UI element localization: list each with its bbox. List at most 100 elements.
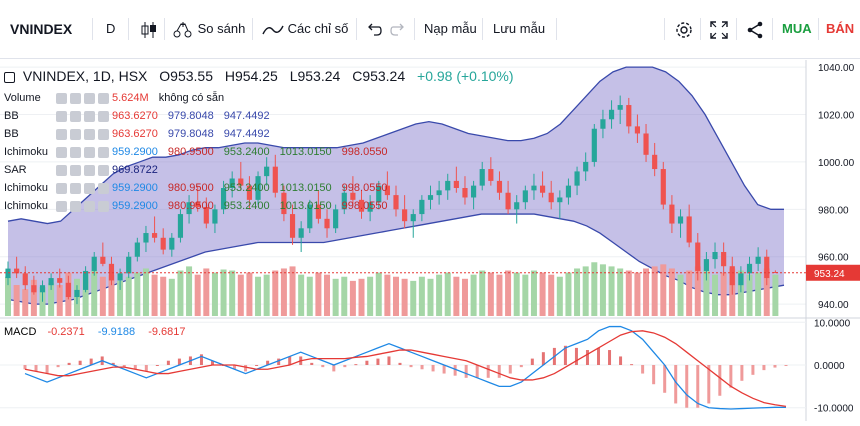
settings-icon[interactable] <box>70 182 81 194</box>
volume-bar <box>117 280 124 316</box>
settings-icon[interactable] <box>70 146 81 158</box>
close-icon[interactable] <box>84 110 95 122</box>
candle-body <box>117 273 123 281</box>
eye-icon[interactable] <box>56 128 67 140</box>
macd-histogram-bar <box>597 347 601 365</box>
close-icon[interactable] <box>84 200 95 212</box>
close-icon[interactable] <box>84 182 95 194</box>
settings-icon[interactable] <box>70 92 81 104</box>
candle-body <box>445 180 451 191</box>
volume-bar <box>660 264 667 316</box>
macd-histogram-bar <box>718 365 722 396</box>
redo-icon[interactable] <box>390 0 406 58</box>
settings-icon[interactable] <box>70 200 81 212</box>
more-icon[interactable] <box>98 110 109 122</box>
undo-icon[interactable] <box>366 0 382 58</box>
symbol-search[interactable]: VNINDEX <box>10 21 73 37</box>
macd-histogram-bar <box>442 365 446 374</box>
candle-body <box>626 105 632 127</box>
candle-body <box>548 192 554 203</box>
close-icon[interactable] <box>84 92 95 104</box>
volume-bar <box>203 268 210 316</box>
more-icon[interactable] <box>98 200 109 212</box>
settings-icon[interactable] <box>674 0 694 58</box>
close-icon[interactable] <box>84 164 95 176</box>
macd-histogram-bar <box>696 365 700 408</box>
more-icon[interactable] <box>98 164 109 176</box>
eye-icon[interactable] <box>56 92 67 104</box>
legend-row-ichimoku: Ichimoku 959.2900 980.9500 953.2400 1013.015… <box>4 200 398 212</box>
volume-bar <box>410 280 417 316</box>
volume-bar <box>280 268 287 316</box>
more-icon[interactable] <box>98 146 109 158</box>
more-icon[interactable] <box>98 92 109 104</box>
interval-selector[interactable]: D <box>106 21 116 36</box>
share-icon[interactable] <box>746 0 764 58</box>
legend-value: 959.2900 <box>112 182 158 194</box>
volume-bar <box>444 272 451 316</box>
legend-value: 947.4492 <box>223 128 270 140</box>
compare-button[interactable]: So sánh <box>172 0 245 58</box>
legend-value: 1013.0150 <box>279 146 332 158</box>
candle-body <box>436 190 442 196</box>
macd-histogram-bar <box>365 360 369 365</box>
eye-icon[interactable] <box>56 164 67 176</box>
macd-histogram-bar <box>376 358 380 365</box>
volume-bar <box>384 274 391 316</box>
eye-icon[interactable] <box>56 200 67 212</box>
more-icon[interactable] <box>98 128 109 140</box>
toolbar-divider <box>128 18 129 40</box>
candle-body <box>419 199 425 215</box>
settings-icon[interactable] <box>70 164 81 176</box>
candle-body <box>488 169 494 181</box>
settings-icon[interactable] <box>70 110 81 122</box>
candle-body <box>177 214 184 238</box>
eye-icon[interactable] <box>56 182 67 194</box>
macd-histogram-bar <box>519 365 523 368</box>
legend-row-bb: BB 963.6270 979.8048 947.4492 <box>4 110 280 122</box>
close-icon[interactable] <box>84 128 95 140</box>
macd-histogram-bar <box>729 365 733 388</box>
candle-body <box>764 256 770 279</box>
macd-line-value: -9.9188 <box>97 326 136 338</box>
candle-body <box>393 195 399 210</box>
save-template-button[interactable]: Lưu mẫu <box>493 21 546 36</box>
candle-body <box>307 204 313 229</box>
macd-histogram-bar <box>431 365 435 372</box>
candle-body <box>350 192 356 200</box>
legend-row-ichimoku: Ichimoku 959.2900 980.9500 953.2400 1013.015… <box>4 182 398 194</box>
candle-body <box>264 166 270 177</box>
candles-icon[interactable] <box>140 0 158 58</box>
candle-body <box>772 272 778 274</box>
collapse-legend-icon[interactable] <box>4 71 15 83</box>
eye-icon[interactable] <box>56 146 67 158</box>
volume-bar <box>418 276 425 316</box>
close-icon[interactable] <box>84 146 95 158</box>
buy-button[interactable]: MUA <box>782 21 812 36</box>
macd-histogram-bar <box>398 362 402 365</box>
volume-bar <box>720 272 727 316</box>
sell-button[interactable]: BÁN <box>826 21 855 36</box>
candle-body <box>169 237 175 250</box>
more-icon[interactable] <box>98 182 109 194</box>
toolbar-divider <box>482 18 483 40</box>
settings-icon[interactable] <box>70 128 81 140</box>
toolbar-divider <box>414 18 415 40</box>
volume-bar <box>5 276 11 316</box>
load-template-button[interactable]: Nạp mẫu <box>424 21 477 36</box>
macd-histogram-bar <box>420 365 424 370</box>
legend-row-volume: Volume 5.624M không có sẵn <box>4 92 234 104</box>
fullscreen-icon[interactable] <box>710 0 728 58</box>
candle-body <box>238 178 244 186</box>
macd-histogram-bar <box>244 365 248 372</box>
candle-body <box>324 218 330 229</box>
eye-icon[interactable] <box>56 110 67 122</box>
candle-body <box>272 166 278 193</box>
price-chart[interactable]: 1040.00 1020.00 1000.00 980.00 960.00 940.00 9… <box>0 60 860 421</box>
volume-bar <box>530 270 537 316</box>
macd-histogram-bar <box>288 356 292 365</box>
candle-body <box>643 133 649 155</box>
chart-area[interactable]: 1040.00 1020.00 1000.00 980.00 960.00 940.00 9… <box>0 60 860 421</box>
indicators-button[interactable]: Các chỉ số <box>262 0 348 58</box>
volume-bar <box>703 270 710 316</box>
